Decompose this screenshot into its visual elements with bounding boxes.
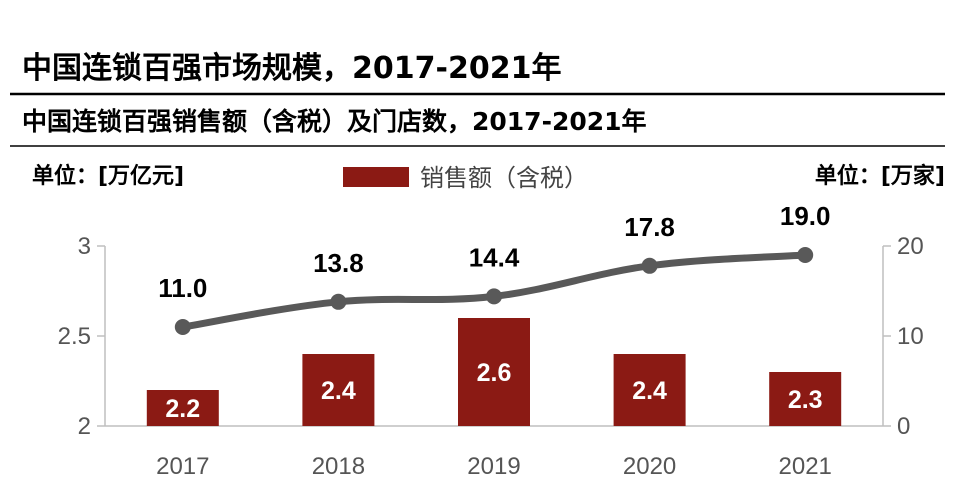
chart-subtitle: 中国连锁百强销售额（含税）及门店数，2017-2021年: [22, 107, 647, 136]
bar-data-label: 2.2: [165, 395, 200, 423]
bar: [458, 318, 530, 426]
x-axis-tick-label: 2021: [779, 453, 832, 480]
line-point: [330, 293, 347, 310]
left-axis-tick-label: 3: [78, 233, 91, 260]
legend-label: 销售额（含税）: [420, 164, 588, 192]
bar: [613, 354, 686, 426]
bar-data-label: 2.3: [788, 386, 823, 414]
line-point: [797, 247, 814, 263]
bar-data-label: 2.6: [477, 359, 512, 387]
bar: [769, 372, 842, 426]
left-axis-tick-label: 2: [78, 413, 91, 440]
x-axis-tick-label: 2017: [156, 453, 209, 480]
line-data-label: 13.8: [313, 248, 364, 278]
right-axis-unit: 单位：[万家]: [815, 163, 945, 189]
bar-data-label: 2.4: [632, 377, 667, 405]
right-axis-tick-label: 20: [897, 233, 924, 260]
line-data-label: 19.0: [780, 201, 831, 231]
right-axis-tick-label: 10: [897, 323, 924, 350]
bar: [146, 390, 219, 426]
line-point: [486, 288, 502, 305]
page-title: 中国连锁百强市场规模，2017-2021年: [22, 51, 561, 86]
line-data-label: 11.0: [158, 273, 207, 303]
x-axis-tick-label: 2018: [312, 453, 365, 480]
legend-swatch: [343, 167, 409, 187]
plot-area: 2 2.5 3 0 10 20 2017 2018 2019 2020 2021 2.2 2.4 2.6 2…: [58, 201, 924, 480]
bar: [302, 354, 375, 426]
line-data-label: 17.8: [624, 212, 675, 242]
line-point: [641, 257, 658, 274]
x-axis-tick-label: 2020: [623, 453, 676, 480]
left-axis-unit: 单位：[万亿元]: [32, 163, 184, 189]
bar-data-label: 2.4: [321, 377, 356, 405]
line-data-label: 14.4: [469, 242, 520, 272]
line-point: [174, 319, 191, 335]
right-axis-tick-label: 0: [897, 413, 910, 440]
left-axis-tick-label: 2.5: [58, 323, 91, 350]
x-axis-tick-label: 2019: [467, 453, 520, 480]
